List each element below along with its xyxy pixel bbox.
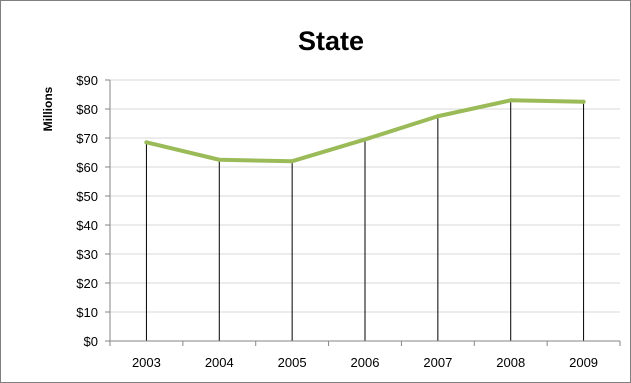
x-tick-label: 2007	[423, 355, 452, 370]
y-axis-label: Millions	[41, 86, 55, 131]
y-tick-label: $30	[76, 247, 98, 262]
y-tick-label: $40	[76, 218, 98, 233]
y-tick-label: $20	[76, 276, 98, 291]
x-tick-label: 2006	[351, 355, 380, 370]
y-tick-label: $50	[76, 189, 98, 204]
y-tick-label: $70	[76, 131, 98, 146]
x-tick-labels: 2003 2004 2005 2006 2007 2008 2009	[132, 355, 598, 370]
y-tick-label: $0	[84, 334, 98, 349]
x-tick-label: 2004	[205, 355, 234, 370]
data-point	[290, 159, 295, 164]
x-tick-label: 2003	[132, 355, 161, 370]
x-tick-label: 2005	[278, 355, 307, 370]
x-tick-label: 2008	[496, 355, 525, 370]
x-tick-label: 2009	[569, 355, 598, 370]
y-tick-label: $60	[76, 160, 98, 175]
data-point	[508, 98, 513, 103]
data-point	[144, 140, 149, 145]
y-tick-label: $10	[76, 305, 98, 320]
data-point	[217, 157, 222, 162]
y-tick-labels: $0 $10 $20 $30 $40 $50 $60 $70 $80 $90	[76, 73, 98, 349]
chart-title: State	[298, 26, 364, 56]
axes	[105, 79, 621, 346]
y-tick-label: $90	[76, 73, 98, 88]
data-point	[435, 114, 440, 119]
drop-lines	[145, 100, 585, 341]
data-point	[363, 137, 367, 142]
series-layer	[144, 98, 586, 164]
y-tick-label: $80	[76, 102, 98, 117]
data-point	[581, 99, 586, 104]
